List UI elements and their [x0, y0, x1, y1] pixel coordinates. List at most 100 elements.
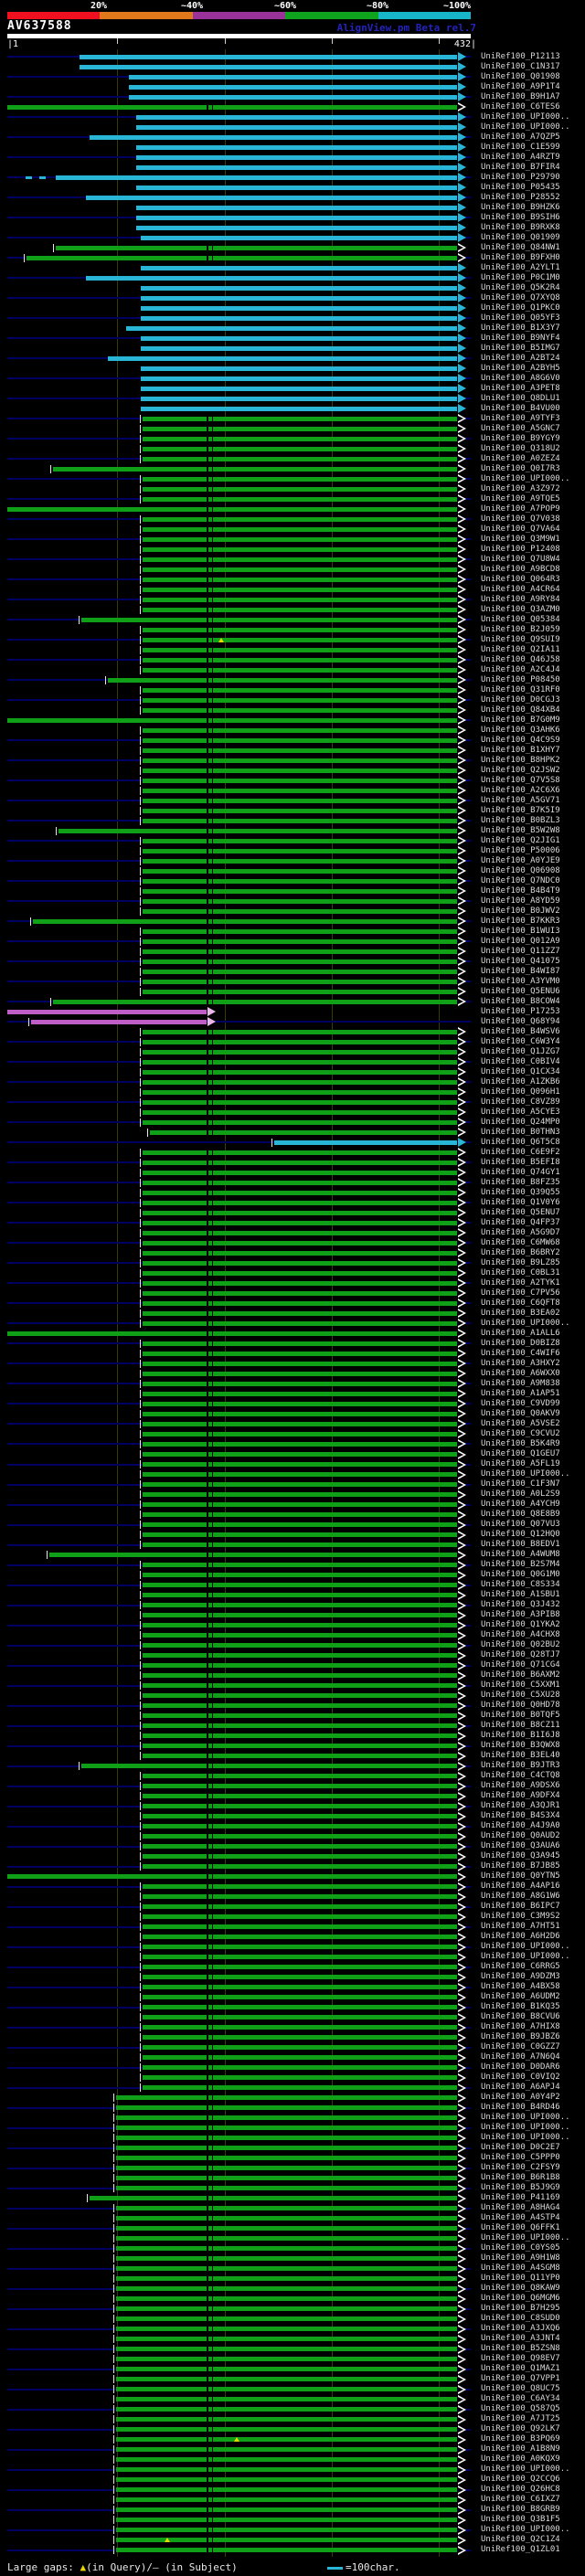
subject-label[interactable]: UniRef100_A1AP51 [481, 1388, 560, 1398]
hit-bar[interactable] [142, 1089, 457, 1095]
hit-bar[interactable] [142, 1320, 457, 1326]
hit-bar[interactable] [142, 1099, 457, 1105]
subject-label[interactable]: UniRef100_Q71CG4 [481, 1660, 560, 1670]
subject-label[interactable]: UniRef100_B0JWV2 [481, 906, 560, 916]
hit-bar[interactable] [115, 2477, 457, 2483]
hit-bar[interactable] [142, 1774, 457, 1779]
subject-label[interactable]: UniRef100_Q11YP0 [481, 2274, 560, 2284]
subject-label[interactable]: UniRef100_Q0I7R3 [481, 463, 560, 473]
hit-bar[interactable] [142, 858, 457, 864]
hit-bar[interactable] [142, 1059, 457, 1065]
hit-bar[interactable] [142, 788, 457, 793]
hit-bar[interactable] [142, 1945, 457, 1950]
hit-bar[interactable] [142, 637, 457, 642]
subject-label[interactable]: UniRef100_Q84XB4 [481, 705, 560, 715]
hit-bar[interactable] [142, 1351, 457, 1356]
subject-label[interactable]: UniRef100_Q1YKA2 [481, 1620, 560, 1630]
subject-label[interactable]: UniRef100_UPI000.. [481, 111, 570, 122]
hit-bar[interactable] [142, 416, 457, 421]
hit-bar[interactable] [142, 1381, 457, 1386]
subject-label[interactable]: UniRef100_Q9SUI9 [481, 634, 560, 644]
hit-bar[interactable] [115, 2276, 457, 2282]
hit-bar[interactable] [142, 1733, 457, 1739]
hit-bar[interactable] [142, 908, 457, 914]
hit-bar[interactable] [142, 1049, 457, 1055]
hit-bar[interactable] [142, 1703, 457, 1709]
subject-label[interactable]: UniRef100_A2BYH5 [481, 363, 560, 373]
hit-bar[interactable] [142, 938, 457, 944]
subject-label[interactable]: UniRef100_Q2JIG1 [481, 835, 560, 845]
subject-label[interactable]: UniRef100_C1E599 [481, 142, 560, 152]
subject-label[interactable]: UniRef100_A4J9A0 [481, 1821, 560, 1831]
hit-bar[interactable] [142, 1663, 457, 1669]
hit-bar[interactable] [128, 94, 457, 100]
hit-bar[interactable] [142, 1431, 457, 1436]
subject-label[interactable]: UniRef100_D0C2E7 [481, 2143, 560, 2153]
hit-bar[interactable] [142, 1854, 457, 1860]
hit-bar[interactable] [140, 305, 457, 311]
subject-label[interactable]: UniRef100_B7K5I9 [481, 805, 560, 815]
hit-bar[interactable] [90, 2196, 457, 2201]
hit-bar[interactable] [142, 1119, 457, 1125]
hit-bar[interactable] [142, 1341, 457, 1346]
subject-label[interactable]: UniRef100_B9HZK6 [481, 202, 560, 212]
subject-label[interactable]: UniRef100_A6APJ4 [481, 2083, 560, 2093]
hit-bar[interactable] [142, 577, 457, 582]
hit-bar[interactable] [142, 1955, 457, 1960]
hit-bar[interactable] [140, 315, 457, 321]
subject-label[interactable]: UniRef100_B4RD46 [481, 2103, 560, 2113]
hit-bar[interactable] [142, 1109, 457, 1115]
subject-label[interactable]: UniRef100_B9JBZ6 [481, 2032, 560, 2042]
subject-label[interactable]: UniRef100_C1N317 [481, 61, 560, 71]
subject-label[interactable]: UniRef100_A3PIB8 [481, 1610, 560, 1620]
hit-bar[interactable] [142, 1563, 457, 1568]
hit-bar[interactable] [142, 1079, 457, 1085]
hit-bar[interactable] [142, 446, 457, 451]
subject-label[interactable]: UniRef100_Q2CCQ6 [481, 2475, 560, 2485]
subject-label[interactable]: UniRef100_B1XHY7 [481, 745, 560, 755]
hit-bar[interactable] [142, 1814, 457, 1819]
subject-label[interactable]: UniRef100_P12408 [481, 544, 560, 554]
hit-bar[interactable] [142, 1824, 457, 1829]
subject-label[interactable]: UniRef100_C0BIV4 [481, 1056, 560, 1066]
hit-bar[interactable] [142, 969, 457, 974]
subject-label[interactable]: UniRef100_A7N6Q4 [481, 2052, 560, 2062]
subject-label[interactable]: UniRef100_B8GRB9 [481, 2505, 560, 2515]
hit-bar[interactable] [142, 1754, 457, 1759]
subject-label[interactable]: UniRef100_B5EFI8 [481, 1157, 560, 1167]
subject-label[interactable]: UniRef100_A9BCD8 [481, 564, 560, 574]
subject-label[interactable]: UniRef100_B7KKR3 [481, 916, 560, 926]
subject-label[interactable]: UniRef100_A7QZP5 [481, 132, 560, 142]
subject-label[interactable]: UniRef100_A3Z972 [481, 483, 560, 493]
subject-label[interactable]: UniRef100_UPI000.. [481, 1318, 570, 1328]
subject-label[interactable]: UniRef100_A5GV71 [481, 795, 560, 805]
hit-bar[interactable] [142, 949, 457, 954]
hit-bar[interactable] [142, 928, 457, 934]
hit-bar[interactable] [150, 1129, 457, 1135]
hit-bar[interactable] [142, 1985, 457, 1990]
subject-label[interactable]: UniRef100_B9FXH0 [481, 252, 560, 262]
hit-bar[interactable] [142, 1643, 457, 1648]
subject-label[interactable]: UniRef100_B3EA02 [481, 1308, 560, 1318]
hit-bar[interactable] [142, 737, 457, 743]
hit-bar[interactable] [115, 2105, 457, 2111]
hit-bar[interactable] [115, 2337, 457, 2342]
hit-bar[interactable] [142, 1220, 457, 1225]
subject-label[interactable]: UniRef100_A2C4J4 [481, 664, 560, 674]
hit-bar[interactable] [142, 1210, 457, 1215]
hit-bar[interactable] [142, 536, 457, 542]
subject-label[interactable]: UniRef100_Q3M9W1 [481, 534, 560, 544]
hit-bar[interactable] [115, 2316, 457, 2322]
subject-label[interactable]: UniRef100_Q11ZZ7 [481, 946, 560, 956]
hit-bar[interactable] [115, 2286, 457, 2292]
subject-label[interactable]: UniRef100_A2TYK1 [481, 1277, 560, 1288]
subject-label[interactable]: UniRef100_A9M838 [481, 1378, 560, 1388]
hit-bar[interactable] [142, 2075, 457, 2081]
subject-label[interactable]: UniRef100_A9H1W8 [481, 2253, 560, 2263]
subject-label[interactable]: UniRef100_A1ALL6 [481, 1328, 560, 1338]
hit-bar[interactable] [142, 798, 457, 803]
hit-bar[interactable] [142, 848, 457, 853]
subject-label[interactable]: UniRef100_Q8E8B9 [481, 1510, 560, 1520]
subject-label[interactable]: UniRef100_C8S334 [481, 1580, 560, 1590]
subject-label[interactable]: UniRef100_B9RXK8 [481, 222, 560, 232]
